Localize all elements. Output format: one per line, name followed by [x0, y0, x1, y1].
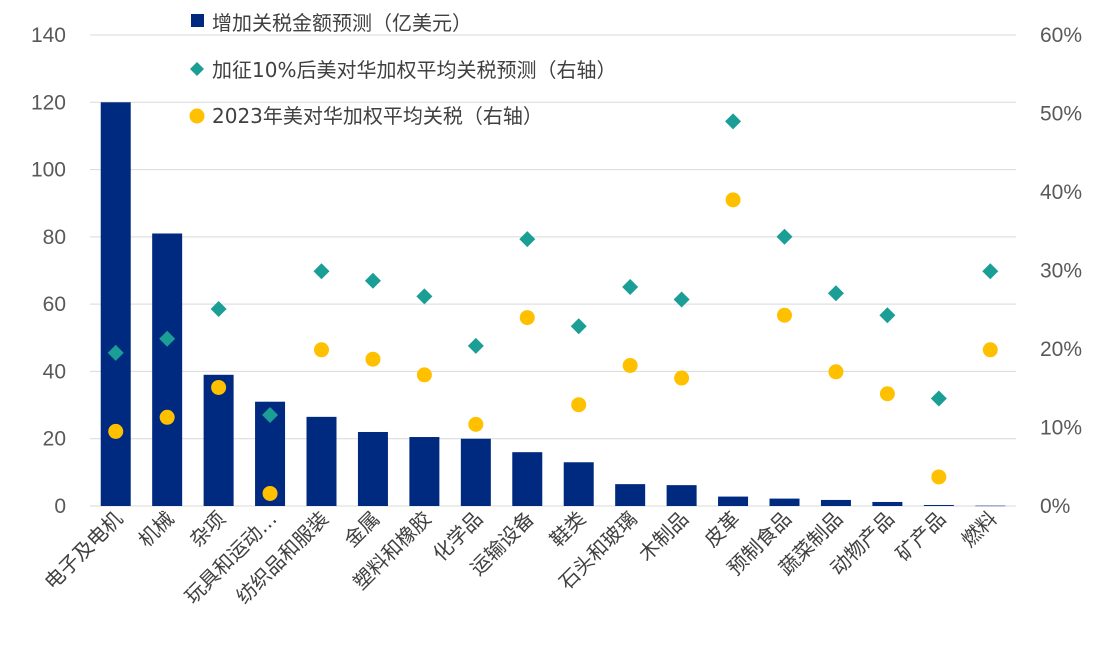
diamond-series — [107, 113, 999, 423]
category-label: 皮革 — [699, 507, 744, 552]
diamond-point — [262, 406, 279, 423]
right-tick-label: 20% — [1040, 338, 1082, 361]
category-label: 鞋类 — [545, 507, 590, 552]
left-axis: 0 20 40 60 80 100 120 140 — [31, 24, 66, 518]
circle-point — [674, 370, 690, 386]
right-tick-label: 30% — [1040, 260, 1082, 283]
bar — [203, 374, 234, 506]
circle-point — [982, 342, 998, 358]
left-tick-label: 120 — [31, 91, 66, 114]
diamond-point — [159, 330, 176, 347]
bar — [357, 431, 388, 506]
legend-diamond-label: 加征10%后美对华加权平均关税预测（右轴） — [212, 58, 616, 82]
circle-point — [211, 379, 227, 395]
diamond-point — [725, 113, 742, 130]
right-tick-label: 50% — [1040, 103, 1082, 126]
left-tick-label: 80 — [43, 226, 66, 249]
diamond-point — [364, 272, 381, 289]
diamond-point — [210, 300, 227, 317]
bar — [718, 496, 749, 506]
circle-point — [108, 423, 124, 439]
bar — [563, 462, 594, 506]
bar-series — [100, 102, 1006, 507]
diamond-point — [879, 307, 896, 324]
bar — [100, 102, 131, 507]
left-tick-label: 60 — [43, 293, 66, 316]
circle-series — [108, 192, 998, 501]
bar — [306, 416, 337, 506]
diamond-point — [416, 288, 433, 305]
bar — [872, 501, 903, 506]
category-label: 矿产品 — [891, 507, 950, 566]
circle-point — [519, 310, 535, 326]
bar — [512, 452, 543, 506]
right-tick-label: 40% — [1040, 181, 1082, 204]
category-label: 电子及电机 — [40, 507, 128, 595]
diamond-point — [673, 291, 690, 308]
bar — [975, 505, 1006, 507]
circle-point — [416, 367, 432, 383]
legend-circle-label: 2023年美对华加权平均关税（右轴） — [212, 104, 543, 128]
circle-point — [622, 357, 638, 373]
circle-point — [931, 469, 947, 485]
left-tick-label: 140 — [31, 24, 66, 47]
diamond-point — [519, 231, 536, 248]
diamond-point — [467, 337, 484, 354]
diamond-point — [930, 390, 947, 407]
category-label: 金属 — [339, 507, 384, 552]
circle-point — [262, 485, 278, 501]
bar — [923, 504, 954, 506]
legend: 增加关税金额预测（亿美元） 加征10%后美对华加权平均关税预测（右轴） 2023… — [189, 11, 616, 128]
circle-point — [879, 386, 895, 402]
diamond-point — [982, 263, 999, 280]
circle-point — [777, 307, 792, 323]
right-tick-label: 60% — [1040, 24, 1082, 47]
category-label: 燃料 — [957, 507, 1002, 552]
category-label: 机械 — [133, 507, 178, 552]
bar — [769, 498, 800, 506]
bar — [460, 438, 491, 506]
circle-point — [571, 397, 587, 413]
circle-point — [365, 351, 381, 367]
diamond-point — [622, 278, 639, 295]
circle-point — [314, 342, 329, 358]
diamond-point — [313, 263, 330, 280]
circle-point — [468, 416, 484, 432]
bar — [615, 484, 646, 506]
right-tick-label: 10% — [1040, 417, 1082, 440]
diamond-point — [570, 318, 587, 335]
left-tick-label: 20 — [43, 428, 66, 451]
bar — [666, 485, 697, 506]
legend-circle-marker — [189, 108, 205, 124]
right-axis: 0% 10% 20% 30% 40% 50% 60% — [1040, 24, 1082, 518]
diamond-point — [827, 285, 844, 302]
diamond-point — [107, 344, 124, 361]
circle-point — [725, 192, 741, 208]
left-tick-label: 100 — [31, 159, 66, 182]
bar — [152, 233, 183, 506]
legend-diamond-marker — [190, 62, 204, 76]
legend-bar-label: 增加关税金额预测（亿美元） — [212, 11, 472, 35]
circle-point — [159, 409, 175, 425]
legend-bar-marker — [191, 14, 204, 27]
circle-point — [828, 364, 844, 380]
category-label: 杂项 — [185, 507, 230, 552]
category-label: 木制品 — [634, 507, 693, 566]
left-tick-label: 0 — [54, 495, 66, 518]
left-tick-label: 40 — [43, 360, 66, 383]
right-tick-label: 0% — [1040, 495, 1070, 518]
gridlines — [90, 34, 1016, 507]
bar — [409, 437, 440, 506]
bar — [820, 499, 851, 506]
diamond-point — [776, 228, 793, 245]
